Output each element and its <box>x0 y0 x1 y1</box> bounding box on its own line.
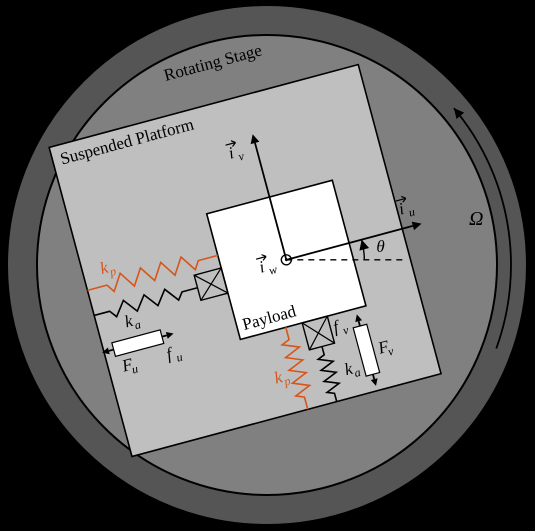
omega-label: Ω <box>469 208 483 230</box>
theta-label: θ <box>376 237 384 256</box>
